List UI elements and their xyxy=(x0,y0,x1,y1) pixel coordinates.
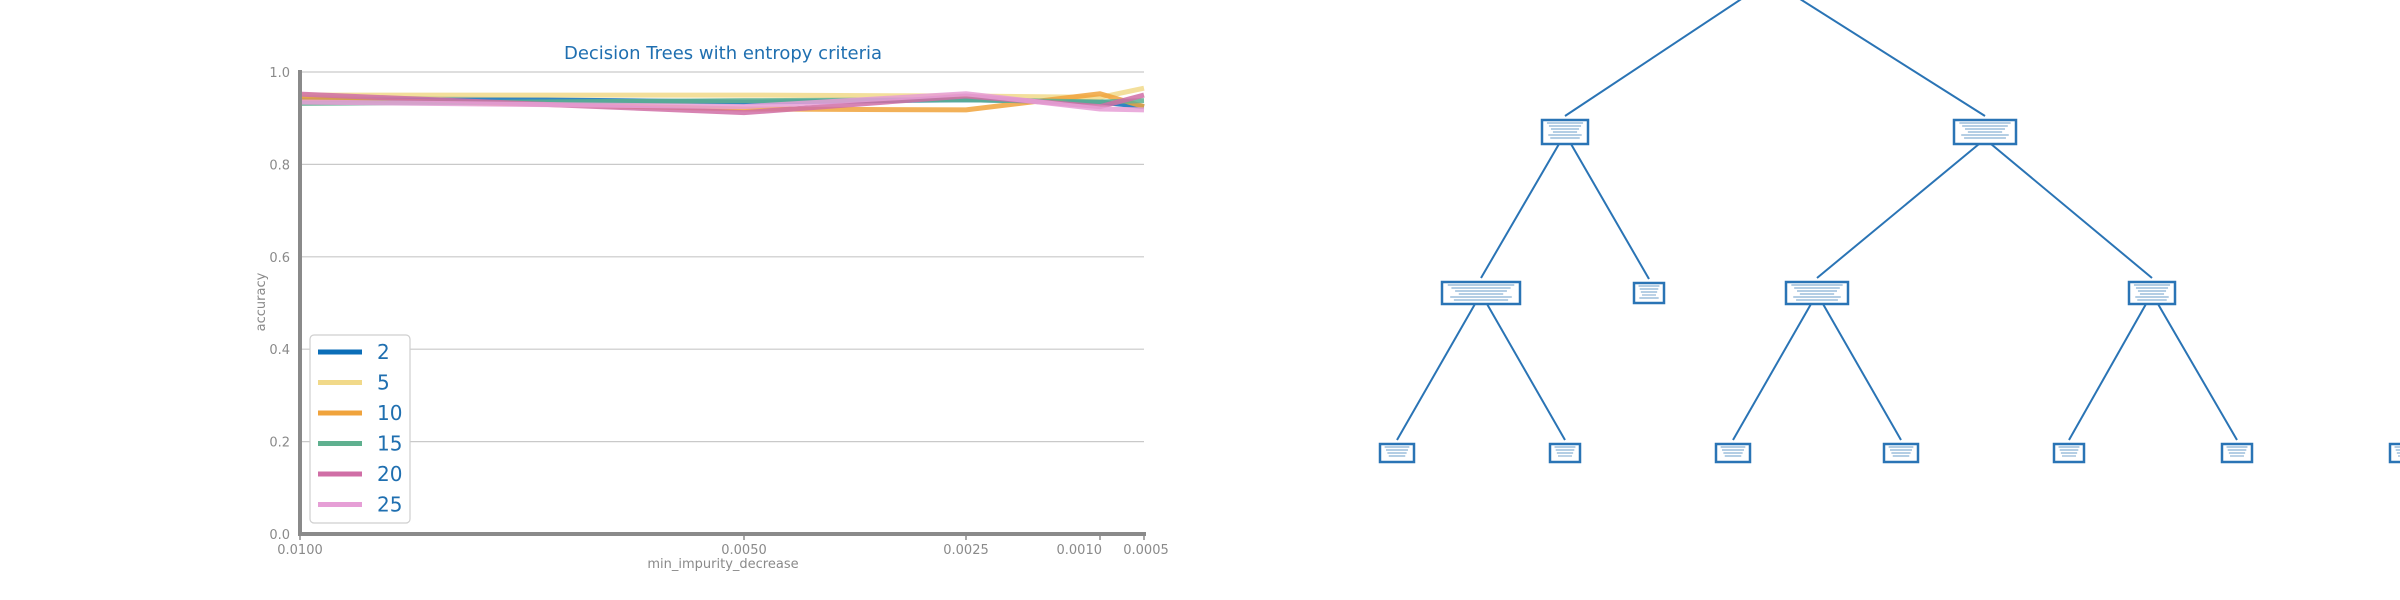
legend-label-25: 25 xyxy=(377,493,402,517)
tree-edge xyxy=(1990,143,2153,279)
tree-edge xyxy=(1799,0,1986,117)
y-tick-labels: 0.0 0.2 0.4 0.6 0.8 1.0 xyxy=(269,66,290,543)
y-axis-label: accuracy xyxy=(254,272,269,331)
series-line-5 xyxy=(300,85,1145,100)
x-axis-label: min_impurity_decrease xyxy=(647,557,798,572)
tree-node xyxy=(1882,442,1920,464)
chart-title: Decision Trees with entropy criteria xyxy=(564,43,882,64)
tree-node xyxy=(2127,280,2177,306)
x-tick-label: 0.0025 xyxy=(943,543,989,558)
tree-node xyxy=(1784,280,1850,306)
tree-edges xyxy=(1396,0,2238,441)
y-tick-label: 0.0 xyxy=(269,528,290,543)
legend-label-2: 2 xyxy=(377,340,390,364)
tree-node xyxy=(1952,118,2018,146)
y-tick-label: 1.0 xyxy=(269,66,290,81)
y-tick-label: 0.4 xyxy=(269,343,290,358)
tree-node-box xyxy=(2127,280,2177,306)
tree-node xyxy=(2052,442,2086,464)
tree-node-box xyxy=(1440,280,1522,306)
tree-edge xyxy=(1570,143,1650,280)
tree-edge xyxy=(2157,303,2238,441)
tree-node-box xyxy=(2388,442,2400,464)
tree-edge xyxy=(1480,143,1560,279)
tree-node xyxy=(2220,442,2254,464)
tree-node xyxy=(1548,442,1582,464)
tree-edge xyxy=(1822,303,1902,441)
tree-node xyxy=(1632,281,1666,305)
x-tick-label: 0.0010 xyxy=(1057,543,1103,558)
series-lines xyxy=(299,85,1145,116)
tree-node xyxy=(1440,280,1522,306)
legend-label-15: 15 xyxy=(377,432,402,456)
decision-tree-diagram xyxy=(1378,0,2400,464)
tree-edge xyxy=(1816,143,1980,279)
x-tick-label: 0.0050 xyxy=(721,543,767,558)
y-tick-label: 0.2 xyxy=(269,436,290,451)
y-tick-label: 0.6 xyxy=(269,251,290,266)
tree-node xyxy=(1714,442,1752,464)
tree-nodes xyxy=(1378,118,2400,464)
grid-lines xyxy=(300,71,1144,443)
legend-label-20: 20 xyxy=(377,462,402,486)
tree-node xyxy=(2388,442,2400,464)
line-chart: Decision Trees with entropy criteria 0.0… xyxy=(254,43,1169,572)
x-tick-label: 0.0100 xyxy=(277,543,323,558)
tree-node xyxy=(1378,442,1416,464)
x-tick-label: 0.0005 xyxy=(1123,543,1169,558)
tree-edge xyxy=(2068,303,2147,441)
y-tick-label: 0.8 xyxy=(269,158,290,173)
series-line-25 xyxy=(299,91,1145,113)
legend-label-10: 10 xyxy=(377,401,402,425)
tree-node xyxy=(1540,118,1590,146)
legend-label-5: 5 xyxy=(377,371,390,395)
x-tick-labels: 0.0100 0.0050 0.0025 0.0010 0.0005 xyxy=(277,534,1169,558)
tree-edge xyxy=(1732,303,1812,441)
tree-edge xyxy=(1396,303,1476,441)
tree-edge xyxy=(1486,303,1566,441)
tree-edge xyxy=(1564,0,1742,117)
tree-node-box xyxy=(1784,280,1850,306)
